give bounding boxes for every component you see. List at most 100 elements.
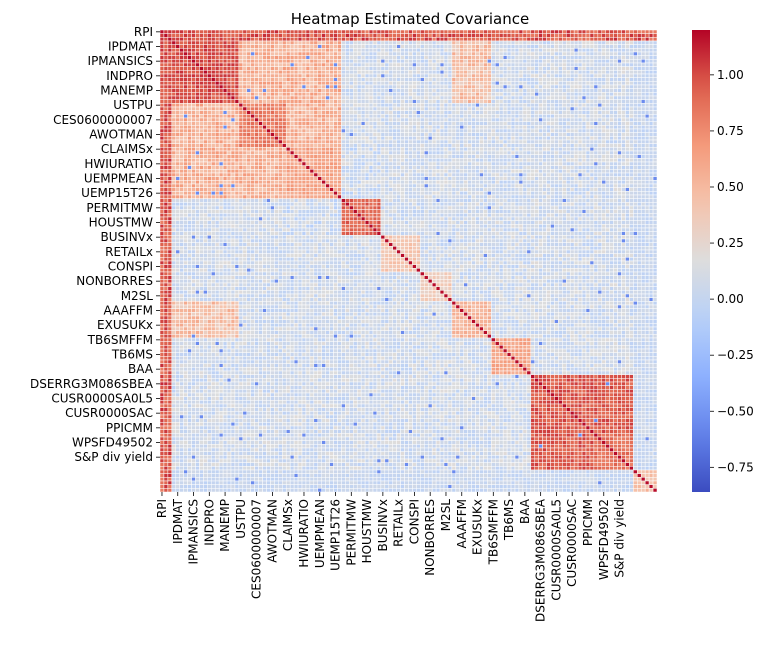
heatmap-cell xyxy=(606,140,610,144)
heatmap-cell xyxy=(349,74,353,78)
heatmap-cell xyxy=(476,52,480,56)
heatmap-cell xyxy=(219,48,223,52)
heatmap-cell xyxy=(227,63,231,67)
heatmap-cell xyxy=(440,155,444,159)
heatmap-cell xyxy=(207,100,211,104)
heatmap-cell xyxy=(551,74,555,78)
heatmap-cell xyxy=(247,107,251,111)
heatmap-cell xyxy=(436,173,440,177)
heatmap-cell xyxy=(349,103,353,107)
heatmap-cell xyxy=(570,118,574,122)
heatmap-cell xyxy=(519,85,523,89)
heatmap-cell xyxy=(562,166,566,170)
heatmap-cell xyxy=(531,96,535,100)
heatmap-cell xyxy=(251,89,255,93)
heatmap-cell xyxy=(188,144,192,148)
heatmap-cell xyxy=(255,144,259,148)
heatmap-cell xyxy=(614,162,618,166)
heatmap-cell xyxy=(314,67,318,71)
heatmap-cell xyxy=(397,85,401,89)
heatmap-cell xyxy=(598,96,602,100)
heatmap-cell xyxy=(582,118,586,122)
heatmap-cell xyxy=(274,89,278,93)
heatmap-cell xyxy=(203,48,207,52)
heatmap-cell xyxy=(267,70,271,74)
heatmap-cell xyxy=(543,118,547,122)
heatmap-cell xyxy=(554,166,558,170)
heatmap-cell xyxy=(551,48,555,52)
heatmap-cell xyxy=(554,85,558,89)
heatmap-cell xyxy=(420,78,424,82)
heatmap-cell xyxy=(633,140,637,144)
heatmap-cell xyxy=(247,118,251,122)
heatmap-cell xyxy=(349,89,353,93)
heatmap-cell xyxy=(373,85,377,89)
heatmap-cell xyxy=(298,92,302,96)
heatmap-cell xyxy=(176,111,180,115)
heatmap-cell xyxy=(349,122,353,126)
heatmap-cell xyxy=(499,41,503,45)
heatmap-cell xyxy=(641,85,645,89)
heatmap-cell xyxy=(578,67,582,71)
heatmap-cell xyxy=(192,41,196,45)
heatmap-cell xyxy=(472,34,476,38)
heatmap-cell xyxy=(472,111,476,115)
heatmap-cell xyxy=(614,122,618,126)
heatmap-cell xyxy=(405,147,409,151)
heatmap-cell xyxy=(345,52,349,56)
heatmap-cell xyxy=(507,144,511,148)
heatmap-cell xyxy=(326,45,330,49)
heatmap-cell xyxy=(448,85,452,89)
heatmap-cell xyxy=(353,48,357,52)
heatmap-cell xyxy=(444,92,448,96)
heatmap-cell xyxy=(606,41,610,45)
heatmap-cell xyxy=(578,81,582,85)
heatmap-cell xyxy=(586,103,590,107)
heatmap-cell xyxy=(188,118,192,122)
heatmap-cell xyxy=(606,122,610,126)
heatmap-cell xyxy=(554,81,558,85)
heatmap-cell xyxy=(527,48,531,52)
heatmap-cell xyxy=(543,111,547,115)
heatmap-cell xyxy=(397,52,401,56)
heatmap-cell xyxy=(389,85,393,89)
heatmap-cell xyxy=(539,136,543,140)
heatmap-cell xyxy=(286,37,290,41)
heatmap-cell xyxy=(641,169,645,173)
heatmap-cell xyxy=(361,41,365,45)
heatmap-cell xyxy=(622,133,626,137)
heatmap-cell xyxy=(468,111,472,115)
heatmap-cell xyxy=(247,41,251,45)
heatmap-cell xyxy=(310,48,314,52)
heatmap-cell xyxy=(188,85,192,89)
heatmap-cell xyxy=(551,107,555,111)
heatmap-cell xyxy=(412,74,416,78)
heatmap-cell xyxy=(535,107,539,111)
heatmap-cell xyxy=(622,81,626,85)
heatmap-cell xyxy=(310,74,314,78)
heatmap-cell xyxy=(405,96,409,100)
heatmap-cell xyxy=(274,173,278,177)
heatmap-cell xyxy=(602,59,606,63)
heatmap-cell xyxy=(625,92,629,96)
heatmap-cell xyxy=(558,41,562,45)
heatmap-cell xyxy=(188,74,192,78)
heatmap-cell xyxy=(239,37,243,41)
heatmap-cell xyxy=(334,111,338,115)
heatmap-cell xyxy=(582,136,586,140)
heatmap-cell xyxy=(215,100,219,104)
heatmap-cell xyxy=(464,155,468,159)
heatmap-cell xyxy=(527,56,531,60)
heatmap-cell xyxy=(373,136,377,140)
heatmap-cell xyxy=(633,169,637,173)
heatmap-cell xyxy=(653,67,657,71)
heatmap-cell xyxy=(641,166,645,170)
heatmap-cell xyxy=(172,151,176,155)
heatmap-cell xyxy=(570,103,574,107)
heatmap-cell xyxy=(318,147,322,151)
heatmap-cell xyxy=(164,111,168,115)
heatmap-cell xyxy=(523,162,527,166)
heatmap-cell xyxy=(614,129,618,133)
heatmap-cell xyxy=(263,122,267,126)
heatmap-cell xyxy=(483,114,487,118)
